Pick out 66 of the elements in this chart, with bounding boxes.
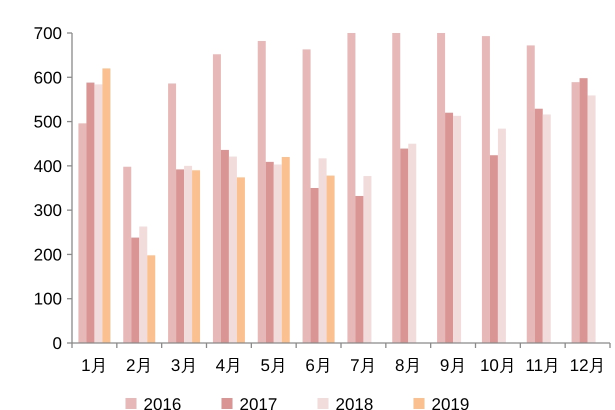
legend-label: 2016 <box>144 395 182 410</box>
bar <box>236 177 245 343</box>
bar <box>220 150 229 343</box>
bar <box>123 166 132 343</box>
bar <box>78 123 86 343</box>
bar <box>437 33 446 343</box>
x-tick-label: 11月 <box>525 356 560 375</box>
bar <box>266 162 274 343</box>
x-tick-label: 7月 <box>350 356 377 375</box>
y-tick-label: 0 <box>52 334 62 353</box>
bar <box>147 255 156 343</box>
bar <box>482 36 490 343</box>
bar <box>131 238 140 343</box>
bar <box>392 33 400 343</box>
x-tick-label: 6月 <box>305 356 332 375</box>
bar <box>453 116 462 343</box>
bar <box>258 40 266 343</box>
legend-label: 2019 <box>432 395 470 410</box>
x-tick-label: 1月 <box>81 356 108 375</box>
bar <box>86 82 94 343</box>
y-tick-label: 200 <box>34 245 62 264</box>
bar <box>408 144 416 343</box>
y-tick-label: 500 <box>34 112 62 132</box>
x-tick-label: 5月 <box>260 356 287 375</box>
bar <box>572 82 580 343</box>
bar <box>318 158 327 343</box>
y-tick-label: 600 <box>34 68 62 88</box>
bar <box>534 108 543 343</box>
bar <box>282 157 290 343</box>
x-tick-label: 4月 <box>216 356 242 375</box>
x-tick-label: 12月 <box>570 356 606 375</box>
bar <box>302 49 311 343</box>
bar <box>274 164 282 343</box>
bar <box>498 128 506 343</box>
bar <box>94 84 102 343</box>
x-tick-label: 9月 <box>440 356 466 375</box>
bar <box>184 166 192 343</box>
y-tick-label: 700 <box>34 24 62 43</box>
bar <box>139 226 148 343</box>
bar <box>102 68 110 343</box>
bar <box>168 83 176 343</box>
y-tick-label: 100 <box>34 290 62 309</box>
bar <box>347 33 356 343</box>
bar <box>228 156 237 343</box>
x-tick-label: 10月 <box>480 356 516 375</box>
bar <box>588 95 596 343</box>
y-tick-label: 400 <box>34 156 62 176</box>
bar <box>490 155 498 343</box>
legend-label: 2018 <box>336 395 374 410</box>
x-tick-label: 2月 <box>126 356 152 375</box>
bar <box>355 196 364 343</box>
bar <box>363 176 372 343</box>
y-tick-label: 300 <box>34 201 62 220</box>
bar <box>310 188 319 343</box>
bar <box>445 112 454 343</box>
bar <box>400 148 408 343</box>
legend-label: 2017 <box>240 395 278 410</box>
x-tick-label: 3月 <box>170 356 198 375</box>
bar <box>192 170 200 343</box>
bar <box>580 78 588 343</box>
bar <box>176 169 184 343</box>
bar <box>542 114 551 343</box>
bar <box>526 45 535 343</box>
bar <box>326 176 335 343</box>
bar <box>212 54 221 343</box>
x-tick-label: 8月 <box>395 356 422 375</box>
